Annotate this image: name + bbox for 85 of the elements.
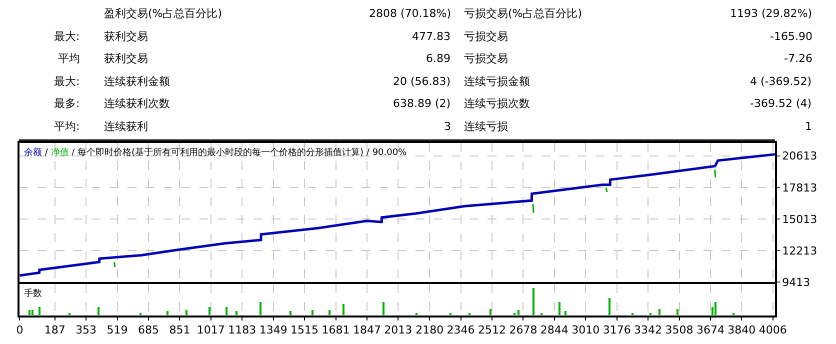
bar — [38, 307, 41, 316]
text: 亏损交易(%占总百分比) — [464, 7, 582, 20]
text: 4 (-369.52) — [750, 75, 812, 88]
x-tick-label: 3342 — [634, 324, 662, 337]
bar — [312, 310, 314, 316]
x-tick-label: 1183 — [228, 324, 256, 337]
text: -7.26 — [784, 52, 812, 65]
bar — [28, 310, 31, 316]
x-tick-label: 1847 — [352, 324, 381, 337]
bar — [676, 309, 679, 316]
x-tick-label: 3674 — [696, 324, 724, 337]
bar — [166, 311, 169, 316]
x-tick-label: 1681 — [322, 324, 350, 337]
bar — [32, 310, 34, 316]
x-tick-label: 2678 — [509, 324, 538, 337]
text: 平均: — [54, 120, 80, 133]
x-tick-label: 685 — [138, 324, 159, 337]
chart-title: 手数 — [24, 288, 42, 299]
bar — [342, 304, 345, 316]
bar — [328, 310, 331, 316]
bar — [608, 298, 611, 316]
text: 平均 — [58, 52, 80, 65]
bar — [186, 310, 188, 316]
x-tick-label: 353 — [76, 324, 97, 337]
text: 最大: — [54, 75, 80, 88]
x-tick-label: 2346 — [446, 324, 475, 337]
text: 1 — [805, 120, 812, 133]
text: 连续获利金额 — [104, 75, 170, 88]
bar — [208, 307, 211, 316]
y-tick-label: 9413 — [782, 276, 810, 289]
text: 获利交易 — [104, 30, 148, 43]
text: -369.52 (4) — [750, 97, 812, 110]
bar — [382, 302, 385, 316]
bar — [290, 311, 292, 316]
text: 3 — [444, 120, 451, 133]
bar — [658, 309, 661, 316]
x-tick-label: 2512 — [478, 324, 506, 337]
bar — [714, 302, 717, 316]
text: 638.89 (2) — [393, 97, 451, 110]
bar — [236, 311, 238, 316]
text: 2808 (70.18%) — [369, 7, 452, 20]
text: 余额 / 净值 / 每个即时价格(基于所有可利用的最小时段的每一个价格的分形插值计算) / 90.00% — [24, 147, 408, 158]
x-tick-label: 0 — [16, 324, 24, 337]
text: 连续亏损 — [464, 120, 508, 133]
bar — [490, 309, 492, 316]
text: 获利交易 — [104, 52, 148, 65]
bar — [558, 302, 561, 316]
x-tick-label: 187 — [44, 324, 66, 337]
x-tick-label: 3176 — [602, 324, 631, 337]
x-tick-label: 3508 — [665, 324, 694, 337]
x-tick-label: 3840 — [728, 324, 756, 337]
x-tick-label: 1515 — [290, 324, 319, 337]
text: 连续获利次数 — [104, 97, 170, 110]
x-tick-label: 851 — [169, 324, 190, 337]
text: 最多: — [54, 97, 80, 110]
text: 连续亏损金额 — [464, 75, 530, 88]
text: 亏损交易 — [464, 52, 508, 65]
text: 20 (56.83) — [393, 75, 451, 88]
x-tick-label: 1349 — [259, 324, 288, 337]
x-tick-label: 3010 — [572, 324, 600, 337]
x-tick-label: 2180 — [416, 324, 444, 337]
text: 477.83 — [412, 30, 450, 43]
x-tick-label: 2844 — [540, 324, 568, 337]
text: 连续亏损次数 — [464, 97, 530, 110]
text: 亏损交易 — [464, 30, 508, 43]
text: 1193 (29.82%) — [730, 7, 812, 20]
bar — [226, 307, 228, 316]
bar — [564, 311, 567, 316]
bar — [98, 307, 100, 316]
bar — [518, 310, 520, 316]
text: 6.89 — [426, 52, 450, 65]
bar — [532, 288, 535, 316]
x-tick-label: 4006 — [758, 324, 787, 337]
x-tick-label: 2013 — [384, 324, 412, 337]
y-tick-label: 20613 — [782, 150, 818, 163]
y-tick-label: 12213 — [782, 244, 818, 258]
y-tick-label: 17813 — [782, 181, 818, 194]
bar — [260, 302, 262, 316]
x-tick-label: 1017 — [196, 324, 225, 337]
text: -165.90 — [770, 30, 812, 43]
text: 最大: — [54, 30, 80, 43]
text: 盈利交易(%占总百分比) — [104, 7, 222, 20]
y-tick-label: 15013 — [782, 212, 818, 226]
text: 连续获利 — [104, 120, 148, 133]
x-tick-label: 519 — [106, 324, 128, 337]
